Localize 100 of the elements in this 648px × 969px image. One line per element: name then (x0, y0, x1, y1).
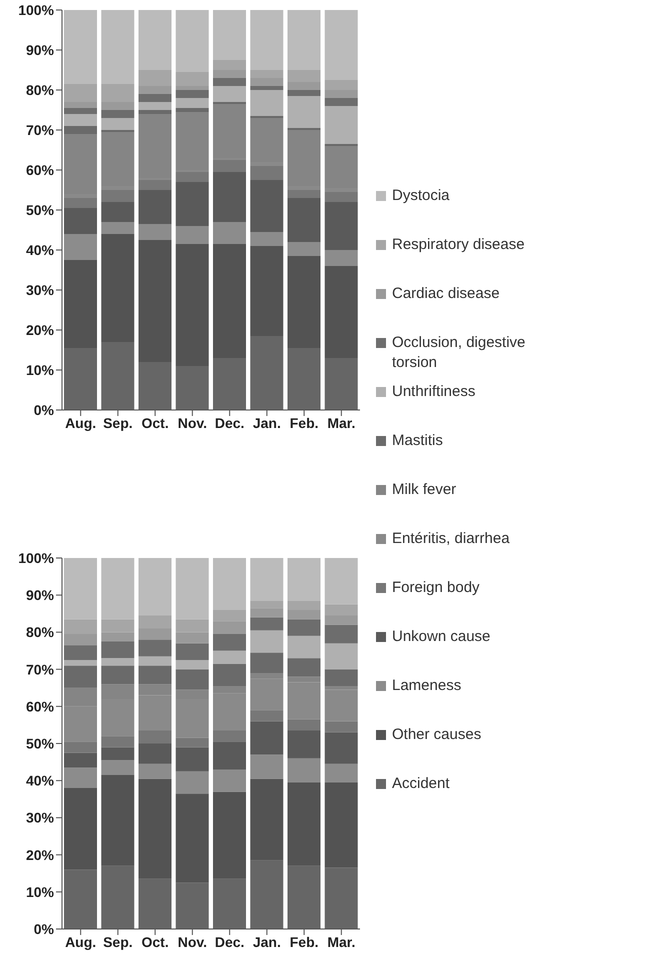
bar (64, 126, 97, 134)
y-tick-label: 80% (26, 82, 55, 98)
bar (250, 754, 284, 779)
bar (213, 86, 246, 102)
bar (176, 226, 209, 244)
legend-label: Milk fever (392, 480, 458, 500)
bar (324, 690, 358, 722)
bar (288, 619, 320, 636)
bar (101, 760, 134, 776)
bar (101, 641, 134, 658)
x-tick-label: Jan. (252, 414, 281, 431)
bar (176, 794, 209, 883)
bar (176, 244, 209, 366)
legend-label: Dystocia (392, 186, 451, 206)
x-tick-label: Mar. (327, 414, 356, 431)
x-tick-label: Nov. (178, 414, 208, 431)
y-tick-label: 40% (26, 242, 55, 258)
bar (64, 660, 97, 666)
bar (101, 190, 134, 202)
bar (101, 202, 134, 222)
x-tick-label: Aug. (65, 934, 96, 950)
bar (324, 98, 358, 106)
bar (176, 172, 209, 182)
y-tick-label: 100% (18, 2, 55, 18)
bar (176, 98, 209, 108)
bar (176, 738, 209, 748)
bar (213, 160, 246, 172)
bar (213, 222, 246, 244)
bar (213, 730, 246, 742)
bar (64, 558, 97, 620)
y-tick-label: 90% (26, 42, 55, 58)
bar (138, 778, 172, 879)
bar (64, 114, 97, 126)
y-tick-label: 0% (34, 402, 55, 418)
y-tick-label: 20% (26, 846, 55, 863)
bar (138, 180, 172, 190)
bar (324, 721, 358, 732)
bar (288, 190, 320, 198)
legend-label: Cardiac disease (392, 284, 501, 304)
bar (64, 666, 97, 688)
bar (64, 198, 97, 208)
bar (213, 104, 246, 158)
bar (101, 132, 134, 186)
bar (250, 86, 284, 90)
bar (250, 558, 284, 601)
legend-label: Mastitis (392, 431, 444, 451)
y-tick-label: 30% (26, 282, 55, 298)
bar (138, 240, 172, 362)
bar (138, 102, 172, 110)
bar (250, 10, 284, 70)
bar (250, 246, 284, 336)
bar (101, 558, 134, 620)
legend-label: Unthriftiness (392, 382, 476, 402)
legend-label: Foreign body (392, 578, 481, 598)
bar (288, 866, 320, 929)
y-tick-label: 90% (26, 587, 55, 604)
bar (250, 118, 284, 162)
bar (176, 882, 209, 929)
bar (288, 10, 320, 70)
y-tick-label: 50% (26, 202, 55, 218)
bar (138, 114, 172, 178)
bar (250, 721, 284, 755)
y-tick-label: 100% (18, 550, 55, 566)
bar (288, 242, 320, 256)
bar (138, 878, 172, 929)
bar (250, 652, 284, 674)
y-tick-label: 60% (26, 162, 55, 178)
y-tick-label: 10% (26, 884, 55, 900)
bar (324, 868, 358, 929)
bar (324, 782, 358, 868)
x-tick-label: Mar. (327, 934, 356, 950)
bar (288, 348, 320, 410)
bar (101, 222, 134, 234)
y-tick-label: 80% (26, 624, 55, 640)
bar (64, 234, 97, 260)
bar (324, 192, 358, 202)
bar (288, 730, 320, 758)
bar (138, 190, 172, 224)
bar (101, 747, 134, 760)
bar (213, 878, 246, 929)
legend-label: Unkown cause (392, 627, 492, 647)
bar (324, 558, 358, 604)
bar (250, 710, 284, 722)
bar (288, 130, 320, 186)
y-tick-label: 50% (26, 735, 55, 752)
bar (250, 232, 284, 246)
bar (213, 664, 246, 686)
bar (101, 658, 134, 666)
x-tick-label: Oct. (142, 934, 169, 950)
bar (213, 650, 246, 664)
bar (324, 202, 358, 250)
bar (138, 656, 172, 666)
bar (101, 234, 134, 342)
bar (213, 742, 246, 770)
bar (138, 362, 172, 410)
bar (176, 10, 209, 72)
bar (176, 771, 209, 794)
legend-label: Accident (392, 774, 451, 794)
bar (213, 792, 246, 879)
bar (288, 658, 320, 677)
